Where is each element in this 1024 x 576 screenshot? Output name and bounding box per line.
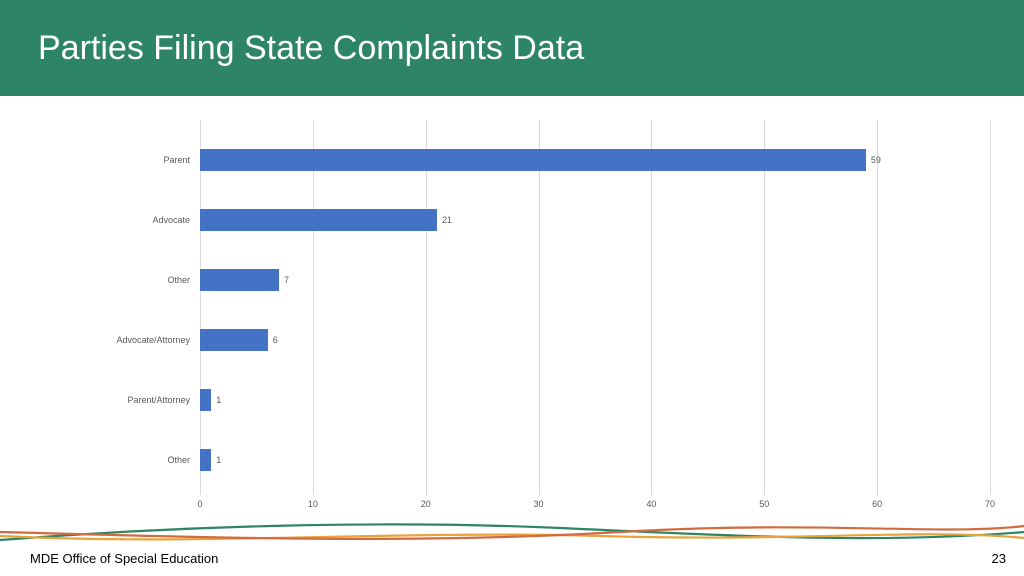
footer-text: MDE Office of Special Education	[30, 551, 218, 566]
gridline	[539, 120, 540, 495]
x-tick-label: 60	[872, 499, 882, 509]
y-category-label: Other	[40, 275, 190, 285]
bar-row: 6	[200, 329, 990, 351]
bar-value-label: 21	[442, 215, 452, 225]
y-category-label: Advocate/Attorney	[40, 335, 190, 345]
gridline	[990, 120, 991, 495]
x-tick-label: 40	[646, 499, 656, 509]
bar	[200, 209, 437, 231]
x-tick-label: 50	[759, 499, 769, 509]
bar-row: 21	[200, 209, 990, 231]
decorative-wave	[0, 518, 1024, 548]
x-tick-label: 20	[421, 499, 431, 509]
gridline	[426, 120, 427, 495]
bar-value-label: 7	[284, 275, 289, 285]
y-category-label: Parent	[40, 155, 190, 165]
bar	[200, 149, 866, 171]
bar-row: 1	[200, 449, 990, 471]
gridline	[313, 120, 314, 495]
slide-title: Parties Filing State Complaints Data	[38, 29, 584, 68]
x-tick-label: 70	[985, 499, 995, 509]
gridline	[200, 120, 201, 495]
x-tick-label: 30	[534, 499, 544, 509]
bar	[200, 329, 268, 351]
gridline	[764, 120, 765, 495]
gridline	[877, 120, 878, 495]
slide: Parties Filing State Complaints Data 010…	[0, 0, 1024, 576]
bar-value-label: 6	[273, 335, 278, 345]
x-tick-label: 10	[308, 499, 318, 509]
slide-header: Parties Filing State Complaints Data	[0, 0, 1024, 96]
bar-row: 59	[200, 149, 990, 171]
bar	[200, 269, 279, 291]
bar-row: 7	[200, 269, 990, 291]
bar-chart: 010203040506070Parent59Advocate21Other7A…	[200, 120, 990, 510]
bar-row: 1	[200, 389, 990, 411]
x-tick-label: 0	[197, 499, 202, 509]
y-category-label: Advocate	[40, 215, 190, 225]
bar	[200, 389, 211, 411]
bar-value-label: 59	[871, 155, 881, 165]
page-number: 23	[992, 551, 1006, 566]
chart-plot: 010203040506070Parent59Advocate21Other7A…	[200, 120, 990, 495]
bar	[200, 449, 211, 471]
gridline	[651, 120, 652, 495]
y-category-label: Parent/Attorney	[40, 395, 190, 405]
bar-value-label: 1	[216, 455, 221, 465]
y-category-label: Other	[40, 455, 190, 465]
bar-value-label: 1	[216, 395, 221, 405]
